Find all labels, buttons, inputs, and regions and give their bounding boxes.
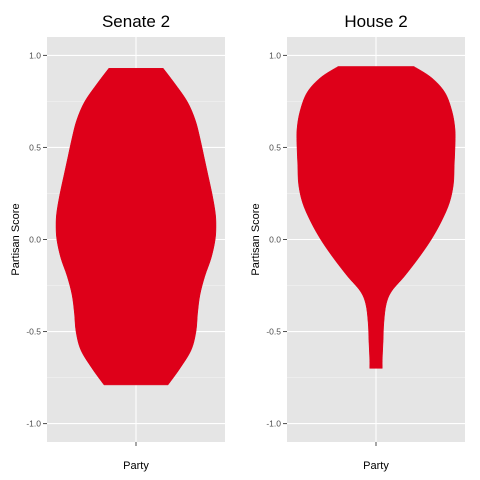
y-tick-label: -1.0 (266, 419, 281, 429)
y-tick-label: 0.5 (269, 142, 281, 152)
y-axis: 1.0 0.5 0.0 -0.5 -1.0 (266, 50, 287, 429)
x-axis-label: Party (123, 460, 149, 472)
y-tick-label: 0.5 (29, 142, 41, 152)
y-axis-label: Partisan Score (250, 203, 262, 275)
y-tick-label: 0.0 (29, 235, 41, 245)
y-tick-label: -0.5 (26, 327, 41, 337)
senate-2-chart: Senate 2 1.0 0.5 0.0 -0.5 -1.0 Party Partisa… (10, 12, 225, 472)
y-tick-label: -1.0 (26, 419, 41, 429)
violin-body (296, 66, 456, 369)
y-tick-label: -0.5 (266, 327, 281, 337)
y-axis: 1.0 0.5 0.0 -0.5 -1.0 (26, 50, 47, 429)
y-axis-label: Partisan Score (10, 203, 22, 275)
y-tick-label: 1.0 (269, 50, 281, 60)
chart-title: Senate 2 (102, 12, 170, 31)
house-2-chart: House 2 1.0 0.5 0.0 -0.5 -1.0 Party Partisan… (250, 12, 465, 472)
y-tick-label: 1.0 (29, 50, 41, 60)
chart-title: House 2 (344, 12, 407, 31)
y-tick-label: 0.0 (269, 235, 281, 245)
x-axis-label: Party (363, 460, 389, 472)
violin-body (55, 68, 217, 386)
